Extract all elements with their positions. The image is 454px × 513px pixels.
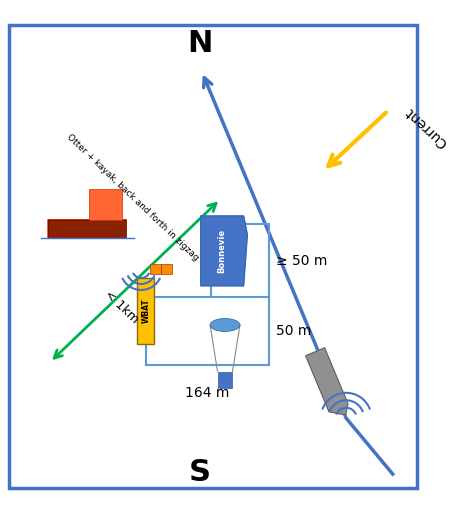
Text: Bonnevie: Bonnevie (218, 228, 227, 272)
Text: < 1km: < 1km (102, 288, 141, 326)
Polygon shape (48, 220, 126, 239)
Text: N: N (187, 29, 212, 58)
Text: Current: Current (402, 105, 450, 150)
Bar (48, 220, 126, 239)
Bar (138, 279, 154, 344)
Text: ≥ 50 m: ≥ 50 m (276, 254, 328, 268)
Bar (89, 189, 122, 220)
Text: 164 m: 164 m (185, 386, 230, 400)
Ellipse shape (210, 319, 240, 331)
Text: Otter + kayak, back and forth in zigzag: Otter + kayak, back and forth in zigzag (64, 132, 200, 262)
Text: S: S (189, 458, 211, 487)
Bar (217, 371, 232, 388)
Polygon shape (306, 348, 348, 415)
Text: 50 m: 50 m (276, 324, 311, 338)
Bar (149, 264, 161, 274)
Text: WBAT: WBAT (141, 299, 150, 323)
Bar (161, 264, 172, 274)
Polygon shape (201, 216, 247, 286)
